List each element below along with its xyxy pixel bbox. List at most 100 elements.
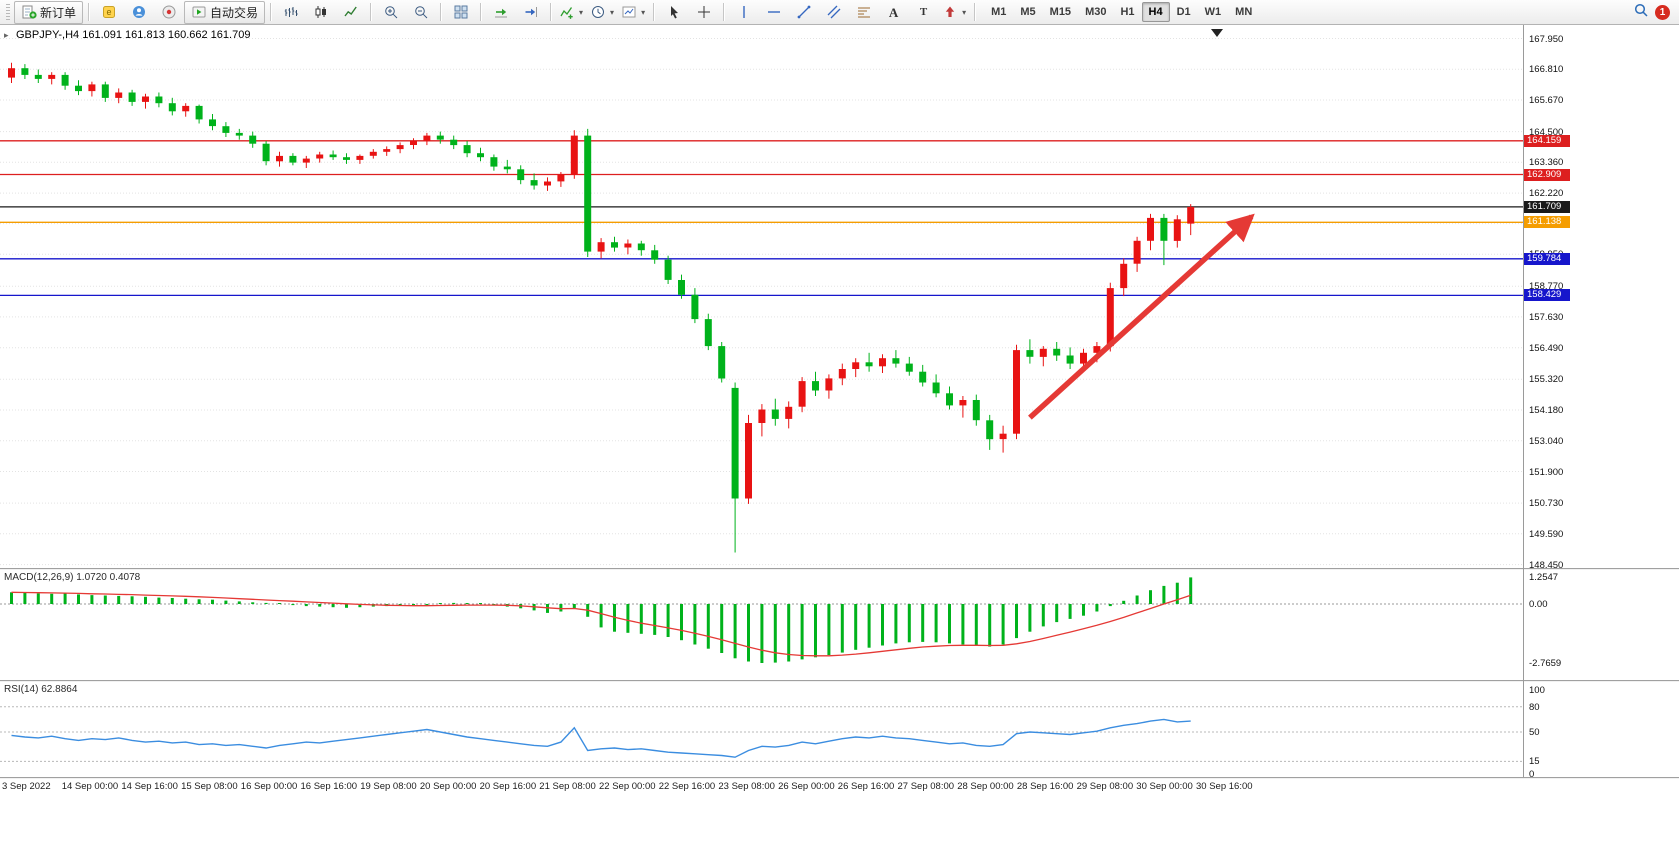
timeframe-button-m30[interactable]: M30 bbox=[1085, 6, 1107, 18]
metaeditor-button[interactable]: e bbox=[94, 1, 123, 24]
zoom-in-icon bbox=[383, 4, 399, 20]
horizontal-line-objects bbox=[0, 140, 1523, 297]
timeframe-button-m1[interactable]: M1 bbox=[991, 6, 1007, 18]
panel-divider[interactable] bbox=[0, 568, 1679, 569]
toolbar-separator bbox=[653, 3, 655, 21]
time-axis-label: 16 Sep 00:00 bbox=[240, 781, 298, 792]
toolbar-grip[interactable] bbox=[6, 4, 10, 20]
notification-badge[interactable]: 1 bbox=[1655, 4, 1670, 20]
toolbar-separator bbox=[270, 3, 272, 21]
svg-text:e: e bbox=[106, 7, 111, 17]
indicators-button[interactable]: ▾ bbox=[556, 1, 586, 24]
line-chart-icon bbox=[343, 4, 359, 20]
label-button[interactable]: T bbox=[909, 1, 938, 24]
channel-button[interactable] bbox=[819, 1, 848, 24]
community-button[interactable] bbox=[124, 1, 153, 24]
price-gridlines bbox=[0, 38, 1523, 566]
text-button[interactable]: A bbox=[879, 1, 908, 24]
auto-scroll-button[interactable] bbox=[486, 1, 515, 24]
templates-button[interactable]: ▾ bbox=[618, 1, 648, 24]
new-order-label: 新订单 bbox=[40, 5, 77, 20]
search-icon[interactable] bbox=[1633, 2, 1649, 23]
new-order-button[interactable]: 新订单 bbox=[14, 0, 84, 24]
bar-chart-button[interactable] bbox=[276, 1, 305, 24]
horizontal-line-button[interactable] bbox=[759, 1, 788, 24]
rsi-svg[interactable] bbox=[0, 682, 1523, 777]
time-axis-label: 23 Sep 08:00 bbox=[718, 781, 775, 792]
symbol-quote-line: GBPJPY-,H4 161.091 161.813 160.662 161.7… bbox=[16, 29, 251, 41]
price-axis-label: 164.500 bbox=[1529, 126, 1564, 138]
rsi-scale-label: 50 bbox=[1529, 727, 1540, 738]
price-axis-label: 157.630 bbox=[1529, 311, 1564, 323]
autotrading-button[interactable]: 自动交易 bbox=[184, 0, 266, 24]
time-axis-label: 30 Sep 00:00 bbox=[1136, 781, 1193, 792]
zoom-in-button[interactable] bbox=[376, 1, 405, 24]
chart-shift-icon bbox=[523, 4, 539, 20]
chart-shift-button[interactable] bbox=[516, 1, 545, 24]
macd-svg[interactable] bbox=[0, 570, 1523, 678]
toolbar-separator bbox=[723, 3, 725, 21]
crosshair-button[interactable] bbox=[689, 1, 718, 24]
dropdown-arrow-icon: ▾ bbox=[641, 7, 646, 17]
metaeditor-icon: e bbox=[101, 4, 117, 20]
candlestick-chart-button[interactable] bbox=[306, 1, 335, 24]
timeframe-button-m15[interactable]: M15 bbox=[1049, 6, 1072, 18]
dropdown-arrow-icon: ▾ bbox=[962, 7, 967, 17]
price-axis-border bbox=[1523, 25, 1524, 777]
timeframe-button-mn[interactable]: MN bbox=[1235, 6, 1253, 18]
trendline-button[interactable] bbox=[789, 1, 818, 24]
zoom-out-icon bbox=[413, 4, 429, 20]
trendline-icon bbox=[796, 4, 812, 20]
arrows-button[interactable]: ▾ bbox=[939, 1, 969, 24]
macd-signal-line bbox=[11, 591, 1191, 657]
rsi-label: RSI(14) 62.8864 bbox=[4, 684, 78, 695]
line-chart-button[interactable] bbox=[336, 1, 365, 24]
timeframe-button-m5[interactable]: M5 bbox=[1020, 6, 1036, 18]
auto-scroll-icon bbox=[493, 4, 509, 20]
timeframe-button-h1[interactable]: H1 bbox=[1120, 6, 1135, 18]
toolbar-right-group: 1 bbox=[1633, 2, 1676, 23]
time-axis-label: 21 Sep 08:00 bbox=[539, 781, 596, 792]
rsi-scale-label: 80 bbox=[1529, 701, 1540, 713]
panel-divider[interactable] bbox=[0, 680, 1679, 681]
one-click-trading-toggle[interactable]: ▸ bbox=[4, 30, 9, 40]
price-axis-label: 162.220 bbox=[1529, 188, 1564, 200]
time-axis-label: 27 Sep 08:00 bbox=[897, 781, 955, 792]
main-chart-svg[interactable] bbox=[0, 25, 1523, 568]
time-axis-label: 26 Sep 00:00 bbox=[778, 781, 835, 792]
trend-arrow-annotation[interactable] bbox=[1028, 213, 1255, 420]
main-toolbar: 新订单 e 自动交易 bbox=[0, 0, 1679, 25]
dropdown-arrow-icon: ▾ bbox=[610, 7, 615, 17]
toolbar-separator bbox=[370, 3, 372, 21]
arrow-object-icon bbox=[942, 4, 958, 20]
cursor-button[interactable] bbox=[659, 1, 688, 24]
toolbar-separator bbox=[440, 3, 442, 21]
zoom-out-button[interactable] bbox=[406, 1, 435, 24]
price-axis-label: 158.770 bbox=[1529, 281, 1564, 293]
new-order-icon bbox=[21, 4, 37, 20]
fibonacci-button[interactable] bbox=[849, 1, 878, 24]
toolbar-separator bbox=[974, 3, 976, 21]
time-axis-label: 26 Sep 16:00 bbox=[837, 781, 895, 792]
time-axis-divider bbox=[0, 777, 1679, 778]
price-axis-label: 150.730 bbox=[1529, 498, 1564, 510]
tile-windows-button[interactable] bbox=[446, 1, 475, 24]
price-axis-label: 163.360 bbox=[1529, 157, 1564, 169]
price-axis-label: 149.590 bbox=[1529, 528, 1564, 540]
chart-shift-marker-icon[interactable] bbox=[1211, 29, 1223, 37]
price-marker-badge: 159.784 bbox=[1524, 252, 1570, 265]
timeframe-button-d1[interactable]: D1 bbox=[1176, 6, 1191, 18]
timeframe-button-h4[interactable]: H4 bbox=[1141, 2, 1170, 22]
periods-button[interactable]: ▾ bbox=[587, 1, 617, 24]
time-axis-label: 28 Sep 16:00 bbox=[1016, 781, 1074, 792]
timeframe-button-w1[interactable]: W1 bbox=[1204, 6, 1222, 18]
news-button[interactable] bbox=[154, 1, 183, 24]
price-marker-badge: 162.909 bbox=[1524, 168, 1570, 181]
price-axis-label: 153.040 bbox=[1529, 435, 1564, 447]
vertical-line-button[interactable] bbox=[729, 1, 758, 24]
price-marker-badge: 164.159 bbox=[1524, 134, 1570, 147]
macd-label: MACD(12,26,9) 1.0720 0.4078 bbox=[4, 572, 141, 583]
dropdown-arrow-icon: ▾ bbox=[579, 7, 584, 17]
channel-icon bbox=[826, 4, 842, 20]
horizontal-line-icon bbox=[766, 4, 782, 20]
